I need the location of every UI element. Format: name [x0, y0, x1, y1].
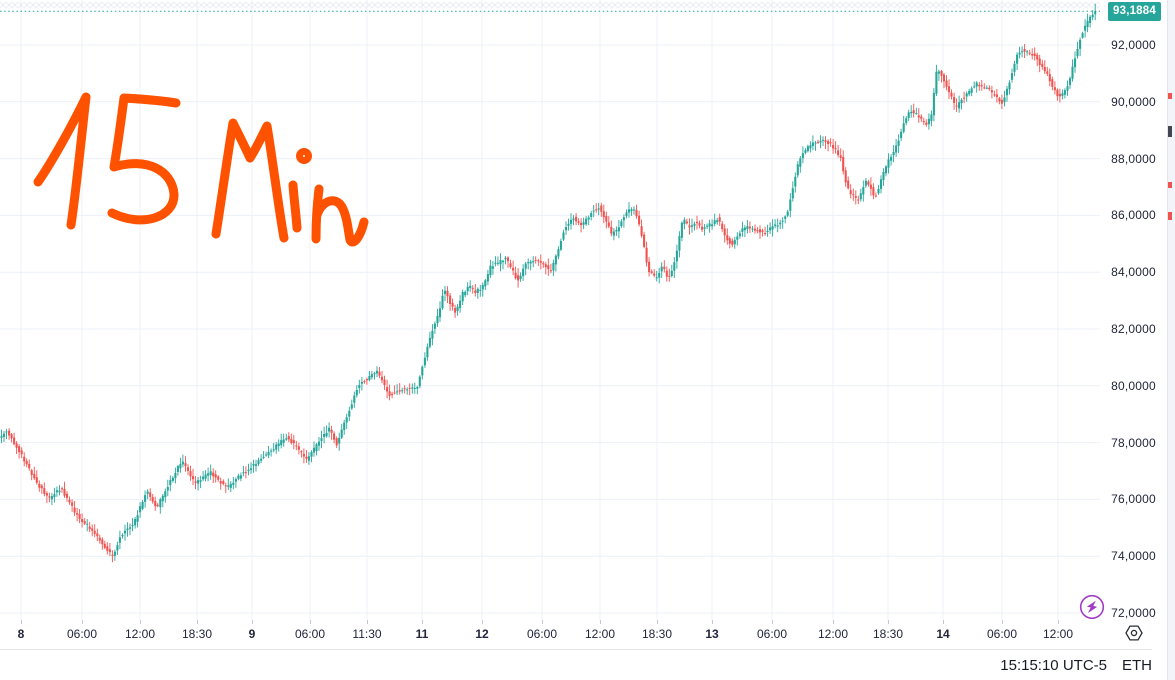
time-axis-tick	[422, 620, 423, 624]
time-axis-label: 12:00	[1042, 627, 1074, 641]
symbol-label: ETH	[1122, 657, 1152, 674]
price-axis[interactable]: 93,1884 92,0000 90,0000 88,0000 86,0000 84,0…	[1100, 0, 1167, 620]
strip-mark	[1168, 93, 1172, 99]
price-axis-label: 92,0000	[1111, 38, 1156, 52]
time-axis-tick	[600, 620, 601, 624]
strip-mark	[1168, 182, 1172, 188]
time-axis-tick	[252, 620, 253, 624]
time-axis-label: 12:00	[584, 627, 616, 641]
price-axis-label: 82,0000	[1111, 322, 1156, 336]
time-axis-label: 12:00	[124, 627, 156, 641]
time-axis-label: 06:00	[66, 627, 98, 641]
time-axis-label: 9	[248, 627, 256, 641]
status-bar: 15:15:10 UTC-5 ETH	[0, 649, 1152, 680]
time-axis-tick	[657, 620, 658, 624]
time-axis[interactable]: 8 06:00 12:00 18:30 9 06:00 11:30 11 12 06:00 12:0…	[0, 620, 1167, 649]
time-axis-label: 06:00	[756, 627, 788, 641]
last-price-badge: 93,1884	[1108, 1, 1161, 21]
strip-mark	[1168, 212, 1172, 220]
time-axis-label: 18:30	[181, 627, 213, 641]
price-axis-label: 74,0000	[1111, 549, 1156, 564]
price-axis-label: 88,0000	[1111, 151, 1156, 166]
lightning-button[interactable]	[1078, 593, 1106, 621]
time-axis-label: 18:30	[641, 627, 673, 641]
time-axis-label: 06:00	[526, 627, 558, 641]
time-axis-tick	[310, 620, 311, 624]
price-axis-label: 80,0000	[1111, 378, 1156, 393]
time-axis-tick	[772, 620, 773, 624]
time-axis-tick	[542, 620, 543, 624]
time-axis-label: 12:00	[817, 627, 849, 641]
candles-canvas	[0, 0, 1100, 620]
candlestick-plot[interactable]	[0, 0, 1100, 620]
time-axis-label: 06:00	[294, 627, 326, 641]
price-axis-label: 86,0000	[1111, 208, 1156, 223]
time-axis-label: 13	[705, 627, 719, 641]
time-axis-label: 18:30	[872, 627, 904, 641]
time-axis-tick	[82, 620, 83, 624]
time-axis-tick	[1058, 620, 1059, 624]
price-axis-label: 76,0000	[1111, 492, 1156, 507]
time-axis-tick	[1002, 620, 1003, 624]
time-axis-tick	[712, 620, 713, 624]
time-axis-label: 14	[936, 627, 950, 641]
time-axis-label: 11:30	[352, 627, 382, 641]
time-axis-label: 11	[415, 627, 429, 641]
lightning-icon	[1079, 594, 1105, 620]
time-axis-tick	[833, 620, 834, 624]
price-axis-label: 78,0000	[1111, 435, 1156, 450]
time-axis-tick	[943, 620, 944, 624]
price-scale-settings-icon[interactable]	[1125, 624, 1143, 642]
right-scroll-strip[interactable]	[1167, 0, 1175, 680]
time-axis-tick	[888, 620, 889, 624]
time-axis-label: 12	[475, 627, 489, 641]
time-axis-tick	[367, 620, 368, 624]
price-axis-label: 84,0000	[1111, 265, 1156, 280]
time-axis-tick	[140, 620, 141, 624]
strip-mark	[1168, 126, 1172, 137]
time-axis-label: 8	[17, 627, 25, 641]
time-axis-tick	[482, 620, 483, 624]
time-axis-tick	[197, 620, 198, 624]
price-axis-label: 90,0000	[1111, 94, 1156, 109]
clock-label[interactable]: 15:15:10 UTC-5	[1000, 657, 1107, 674]
price-axis-label: 72,0000	[1111, 606, 1156, 620]
time-axis-label: 06:00	[986, 627, 1018, 641]
time-axis-tick	[21, 620, 22, 624]
